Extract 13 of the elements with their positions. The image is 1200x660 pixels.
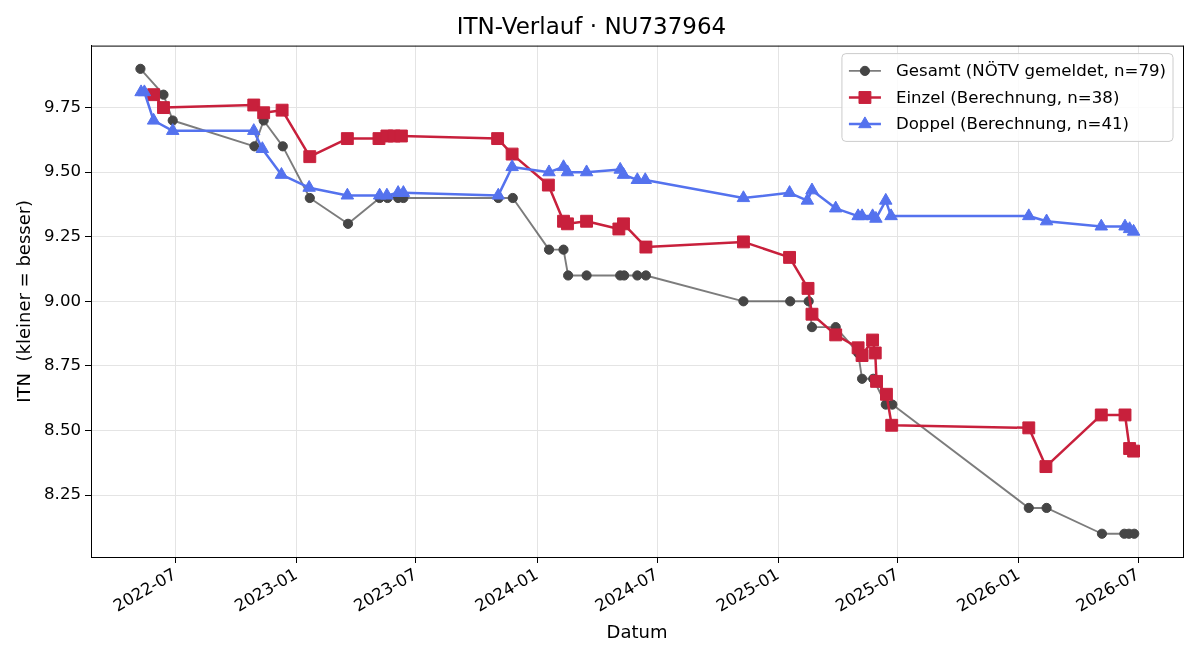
- y-axis-title: ITN (kleiner = besser): [13, 199, 35, 403]
- chart-title: ITN-Verlauf · NU737964: [456, 12, 727, 39]
- y-tick-label: 8.75: [44, 355, 81, 375]
- legend-label: Gesamt (NÖTV gemeldet, n=79): [895, 61, 1167, 81]
- legend-label: Einzel (Berechnung, n=38): [895, 87, 1120, 107]
- y-tick-label: 9.50: [44, 161, 81, 181]
- y-tick-label: 9.75: [44, 96, 81, 116]
- x-axis-title: Datum: [606, 620, 668, 642]
- y-tick-label: 8.25: [44, 484, 81, 504]
- y-tick-label: 8.50: [44, 419, 81, 439]
- y-tick-label: 9.00: [44, 290, 81, 310]
- y-tick-label: 9.25: [44, 226, 81, 246]
- legend-label: Doppel (Berechnung, n=41): [895, 114, 1130, 134]
